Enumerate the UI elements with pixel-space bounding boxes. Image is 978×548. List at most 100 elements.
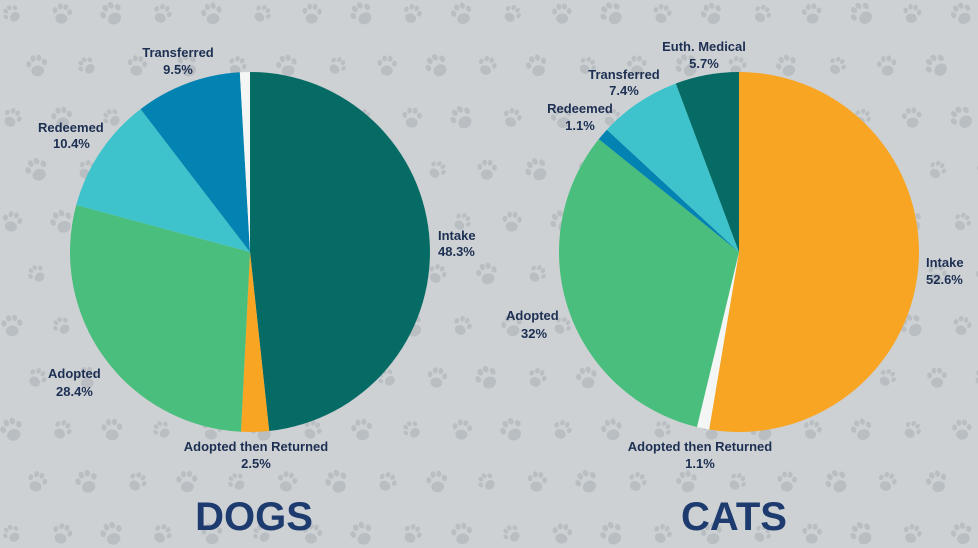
paw-print-icon xyxy=(451,522,472,545)
cats-slice-adopted xyxy=(559,139,739,428)
paw-print-icon xyxy=(501,314,522,337)
dogs-slice-other xyxy=(239,72,250,252)
paw-print-icon xyxy=(303,523,323,544)
paw-print-icon xyxy=(903,3,922,23)
paw-print-icon xyxy=(529,367,547,387)
paw-print-icon xyxy=(325,469,347,493)
paw-print-icon xyxy=(879,471,897,491)
paw-print-icon xyxy=(3,524,20,542)
paw-print-icon xyxy=(653,3,672,23)
paw-print-icon xyxy=(954,212,971,231)
dogs-pie-chart: Intake 48.3% Adopted then Returned 2.5% … xyxy=(38,45,476,539)
paw-print-icon xyxy=(201,522,223,545)
paw-print-icon xyxy=(504,4,521,22)
paw-print-icon xyxy=(478,473,495,490)
paw-print-icon xyxy=(28,265,45,282)
paw-print-icon xyxy=(51,106,72,129)
paw-print-icon xyxy=(950,2,971,24)
cats-label-adopted-returned: Adopted then Returned xyxy=(628,439,772,454)
paw-print-icon xyxy=(950,106,972,128)
paw-print-icon xyxy=(551,106,572,129)
paw-print-icon xyxy=(4,108,22,127)
dogs-value-transferred: 9.5% xyxy=(163,62,193,77)
paw-print-icon xyxy=(929,160,946,179)
paw-print-icon xyxy=(925,54,947,76)
paw-print-icon xyxy=(951,522,972,545)
paw-print-icon xyxy=(850,2,872,24)
dogs-value-adopted-returned: 2.5% xyxy=(241,456,271,471)
paw-print-icon xyxy=(276,54,297,77)
paw-print-icon xyxy=(452,419,473,440)
paw-print-icon xyxy=(802,523,822,544)
cats-slice-euth-medical xyxy=(675,71,739,252)
paw-print-icon xyxy=(3,5,20,22)
paw-print-icon xyxy=(926,470,947,493)
paw-print-icon xyxy=(502,211,522,232)
paw-print-icon xyxy=(229,55,247,75)
paw-print-icon xyxy=(676,470,697,493)
dogs-slice-redeemed xyxy=(76,109,250,252)
dogs-value-redeemed: 10.4% xyxy=(53,136,90,151)
paw-print-icon xyxy=(454,213,471,230)
paw-print-icon xyxy=(729,473,746,490)
paw-print-icon xyxy=(552,523,573,544)
dogs-value-intake: 48.3% xyxy=(438,244,475,259)
paw-print-icon xyxy=(454,315,472,335)
paw-print-icon xyxy=(100,521,122,545)
paw-print-icon xyxy=(503,525,520,542)
paw-print-icon xyxy=(100,1,122,25)
paw-print-icon xyxy=(904,523,922,543)
cats-value-intake: 52.6% xyxy=(926,272,963,287)
paw-print-icon xyxy=(876,55,897,76)
dogs-value-adopted: 28.4% xyxy=(56,384,93,399)
paw-print-icon xyxy=(479,55,497,75)
paw-print-icon xyxy=(701,522,722,545)
cats-label-adopted: Adopted xyxy=(506,308,559,323)
paw-print-icon xyxy=(754,4,771,23)
paw-print-icon xyxy=(101,418,123,441)
paw-print-icon xyxy=(500,417,522,441)
paw-print-icon xyxy=(54,420,72,439)
paw-print-icon xyxy=(3,211,23,232)
paw-print-icon xyxy=(402,107,422,128)
dogs-title: DOGS xyxy=(195,495,313,539)
paw-print-icon xyxy=(654,523,672,543)
cats-pie-chart: Intake 52.6% Adopted then Returned 1.1% … xyxy=(506,39,964,539)
paw-print-icon xyxy=(851,418,872,441)
paw-print-icon xyxy=(804,419,822,439)
dogs-slice-adopted-then-returned xyxy=(240,252,270,432)
paw-print-icon xyxy=(201,2,222,25)
paw-print-icon xyxy=(404,524,422,543)
paw-print-icon xyxy=(504,107,522,127)
dogs-slice-transferred xyxy=(140,72,250,252)
paw-print-icon xyxy=(526,54,547,77)
paw-print-icon xyxy=(350,2,372,25)
paw-print-icon xyxy=(404,3,422,23)
paw-print-icon xyxy=(52,3,73,24)
paw-print-icon xyxy=(154,3,172,23)
cats-value-adopted: 32% xyxy=(521,326,547,341)
paw-print-icon xyxy=(629,471,647,491)
cats-value-transferred: 7.4% xyxy=(609,83,639,98)
dogs-slice-adopted xyxy=(69,205,250,432)
paw-print-icon xyxy=(975,271,978,278)
cats-label-euth-medical: Euth. Medical xyxy=(662,39,746,54)
paw-print-icon xyxy=(176,470,198,493)
cats-slice-transferred xyxy=(606,83,739,252)
paw-print-icon xyxy=(429,263,447,283)
paw-print-icon xyxy=(403,421,420,438)
paw-print-icon xyxy=(154,524,172,543)
paw-print-icon xyxy=(228,473,245,490)
dogs-label-transferred: Transferred xyxy=(142,45,214,60)
dogs-label-adopted: Adopted xyxy=(48,366,101,381)
paw-print-icon xyxy=(477,159,497,180)
paw-print-icon xyxy=(754,525,771,542)
cats-value-euth-medical: 5.7% xyxy=(689,56,719,71)
cats-title: CATS xyxy=(681,495,787,539)
cats-slice-adopted-then-returned xyxy=(696,252,739,430)
paw-print-icon xyxy=(527,471,548,492)
paw-print-icon xyxy=(576,366,597,389)
cats-value-redeemed: 1.1% xyxy=(565,118,595,133)
paw-print-icon xyxy=(928,263,947,283)
paw-print-icon xyxy=(427,367,448,388)
